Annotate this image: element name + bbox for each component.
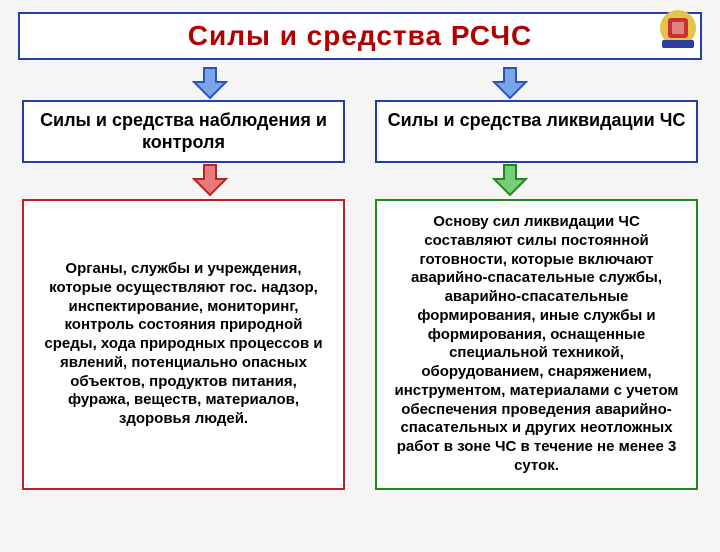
top-arrow-row — [0, 66, 720, 100]
detail-row: Органы, службы и учреждения, которые осу… — [0, 199, 720, 490]
page-title: Силы и средства РСЧС — [188, 20, 532, 51]
detail-box-right: Основу сил ликвидации ЧС составляют силы… — [375, 199, 698, 490]
subtitle-box-right: Силы и средства ликвидации ЧС — [375, 100, 698, 163]
subtitle-right: Силы и средства ликвидации ЧС — [387, 110, 686, 132]
subtitle-left: Силы и средства наблюдения и контроля — [34, 110, 333, 153]
arrow-down-icon — [490, 66, 530, 100]
title-bar: Силы и средства РСЧС — [18, 12, 702, 60]
arrow-down-icon — [190, 163, 230, 197]
subtitle-row: Силы и средства наблюдения и контроля Си… — [0, 100, 720, 163]
detail-box-left: Органы, службы и учреждения, которые осу… — [22, 199, 345, 490]
arrow-down-icon — [190, 66, 230, 100]
arrow-down-icon — [490, 163, 530, 197]
detail-left: Органы, службы и учреждения, которые осу… — [38, 260, 329, 429]
detail-right: Основу сил ликвидации ЧС составляют силы… — [391, 213, 682, 476]
subtitle-box-left: Силы и средства наблюдения и контроля — [22, 100, 345, 163]
mid-arrow-row — [0, 163, 720, 197]
emblem-icon — [654, 6, 702, 54]
